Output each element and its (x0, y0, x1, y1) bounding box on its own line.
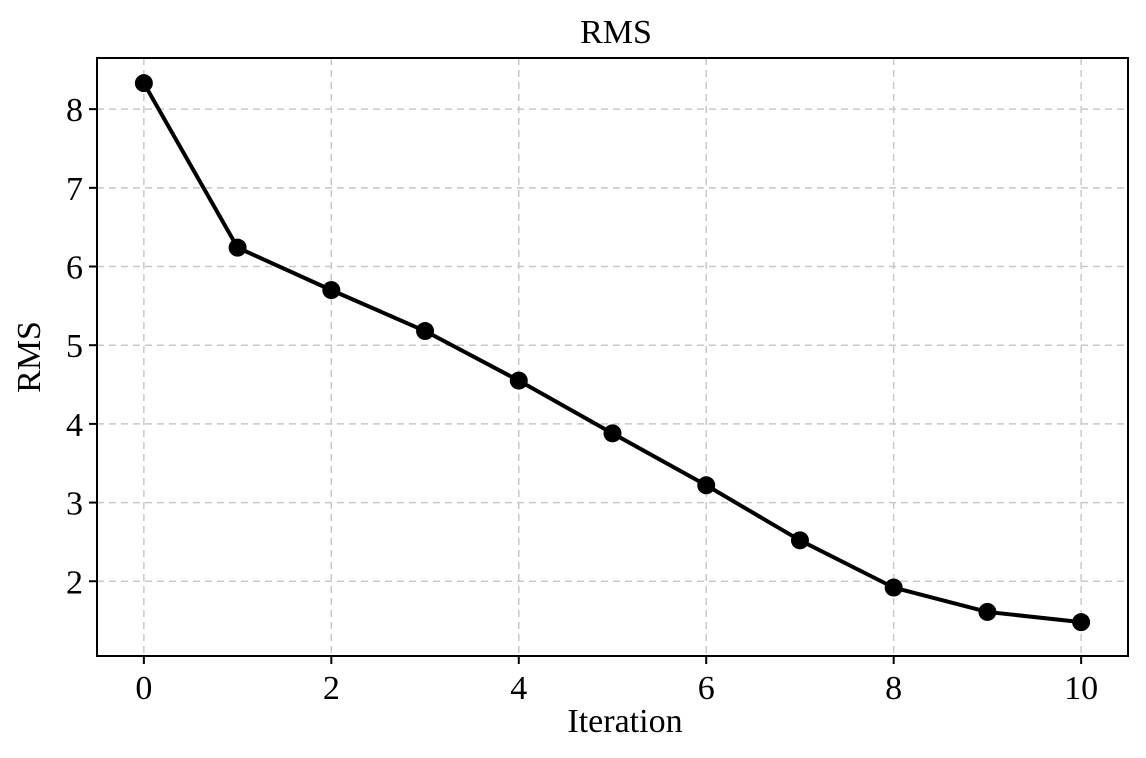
x-tick-label-2: 2 (323, 670, 340, 707)
data-point-1 (228, 238, 247, 257)
chart-title: RMS (580, 14, 652, 51)
x-tick-label-10: 10 (1064, 670, 1098, 707)
x-axis-label: Iteration (567, 703, 682, 740)
series-rms (134, 74, 1091, 632)
x-tick-label-4: 4 (510, 670, 527, 707)
y-tick-label-4: 4 (66, 407, 83, 444)
data-point-2 (322, 281, 341, 300)
plot-frame (96, 57, 1129, 657)
y-tick-label-8: 8 (66, 92, 83, 129)
data-point-4 (509, 371, 528, 390)
y-tick-label-3: 3 (66, 486, 83, 523)
y-tick-label-2: 2 (66, 564, 83, 601)
data-point-9 (978, 602, 997, 621)
series-line-0 (142, 82, 1082, 625)
y-tick-label-5: 5 (66, 328, 83, 365)
data-point-6 (697, 476, 716, 495)
data-point-3 (416, 322, 435, 341)
grid (97, 58, 1128, 656)
y-tick-label-6: 6 (66, 250, 83, 287)
data-point-0 (134, 74, 153, 93)
x-tick-label-6: 6 (698, 670, 715, 707)
data-point-10 (1072, 613, 1091, 632)
y-tick-label-7: 7 (66, 171, 83, 208)
x-tick-label-8: 8 (885, 670, 902, 707)
data-point-8 (884, 578, 903, 597)
data-point-5 (603, 424, 622, 443)
x-tick-label-0: 0 (135, 670, 152, 707)
data-point-7 (790, 531, 809, 550)
axis-ticks: 0 2 4 6 8 10 2 3 4 5 6 7 8 (66, 92, 1098, 707)
y-axis-label: RMS (11, 321, 48, 393)
